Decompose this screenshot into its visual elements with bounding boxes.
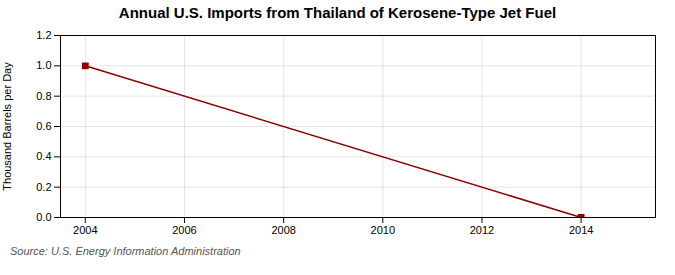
html-text:Source: U.S. Energy Informatio: Source: U.S. Energy Information Administ… [10, 245, 241, 257]
svg-text:2006: 2006 [172, 224, 196, 236]
svg-text:0.0: 0.0 [36, 211, 51, 223]
svg-text:0.8: 0.8 [36, 90, 51, 102]
svg-text:1.0: 1.0 [36, 59, 51, 71]
svg-text:2010: 2010 [371, 224, 395, 236]
svg-text:2014: 2014 [569, 224, 593, 236]
svg-text:0.4: 0.4 [36, 150, 51, 162]
html-text:Annual U.S. Imports from Thail: Annual U.S. Imports from Thailand of Ker… [118, 4, 557, 21]
svg-text:0.2: 0.2 [36, 181, 51, 193]
svg-text:Thousand Barrels per Day: Thousand Barrels per Day [1, 62, 13, 191]
svg-text:1.2: 1.2 [36, 29, 51, 41]
svg-text:2008: 2008 [271, 224, 295, 236]
svg-text:2004: 2004 [73, 224, 97, 236]
svg-text:2012: 2012 [470, 224, 494, 236]
svg-text:0.6: 0.6 [36, 120, 51, 132]
